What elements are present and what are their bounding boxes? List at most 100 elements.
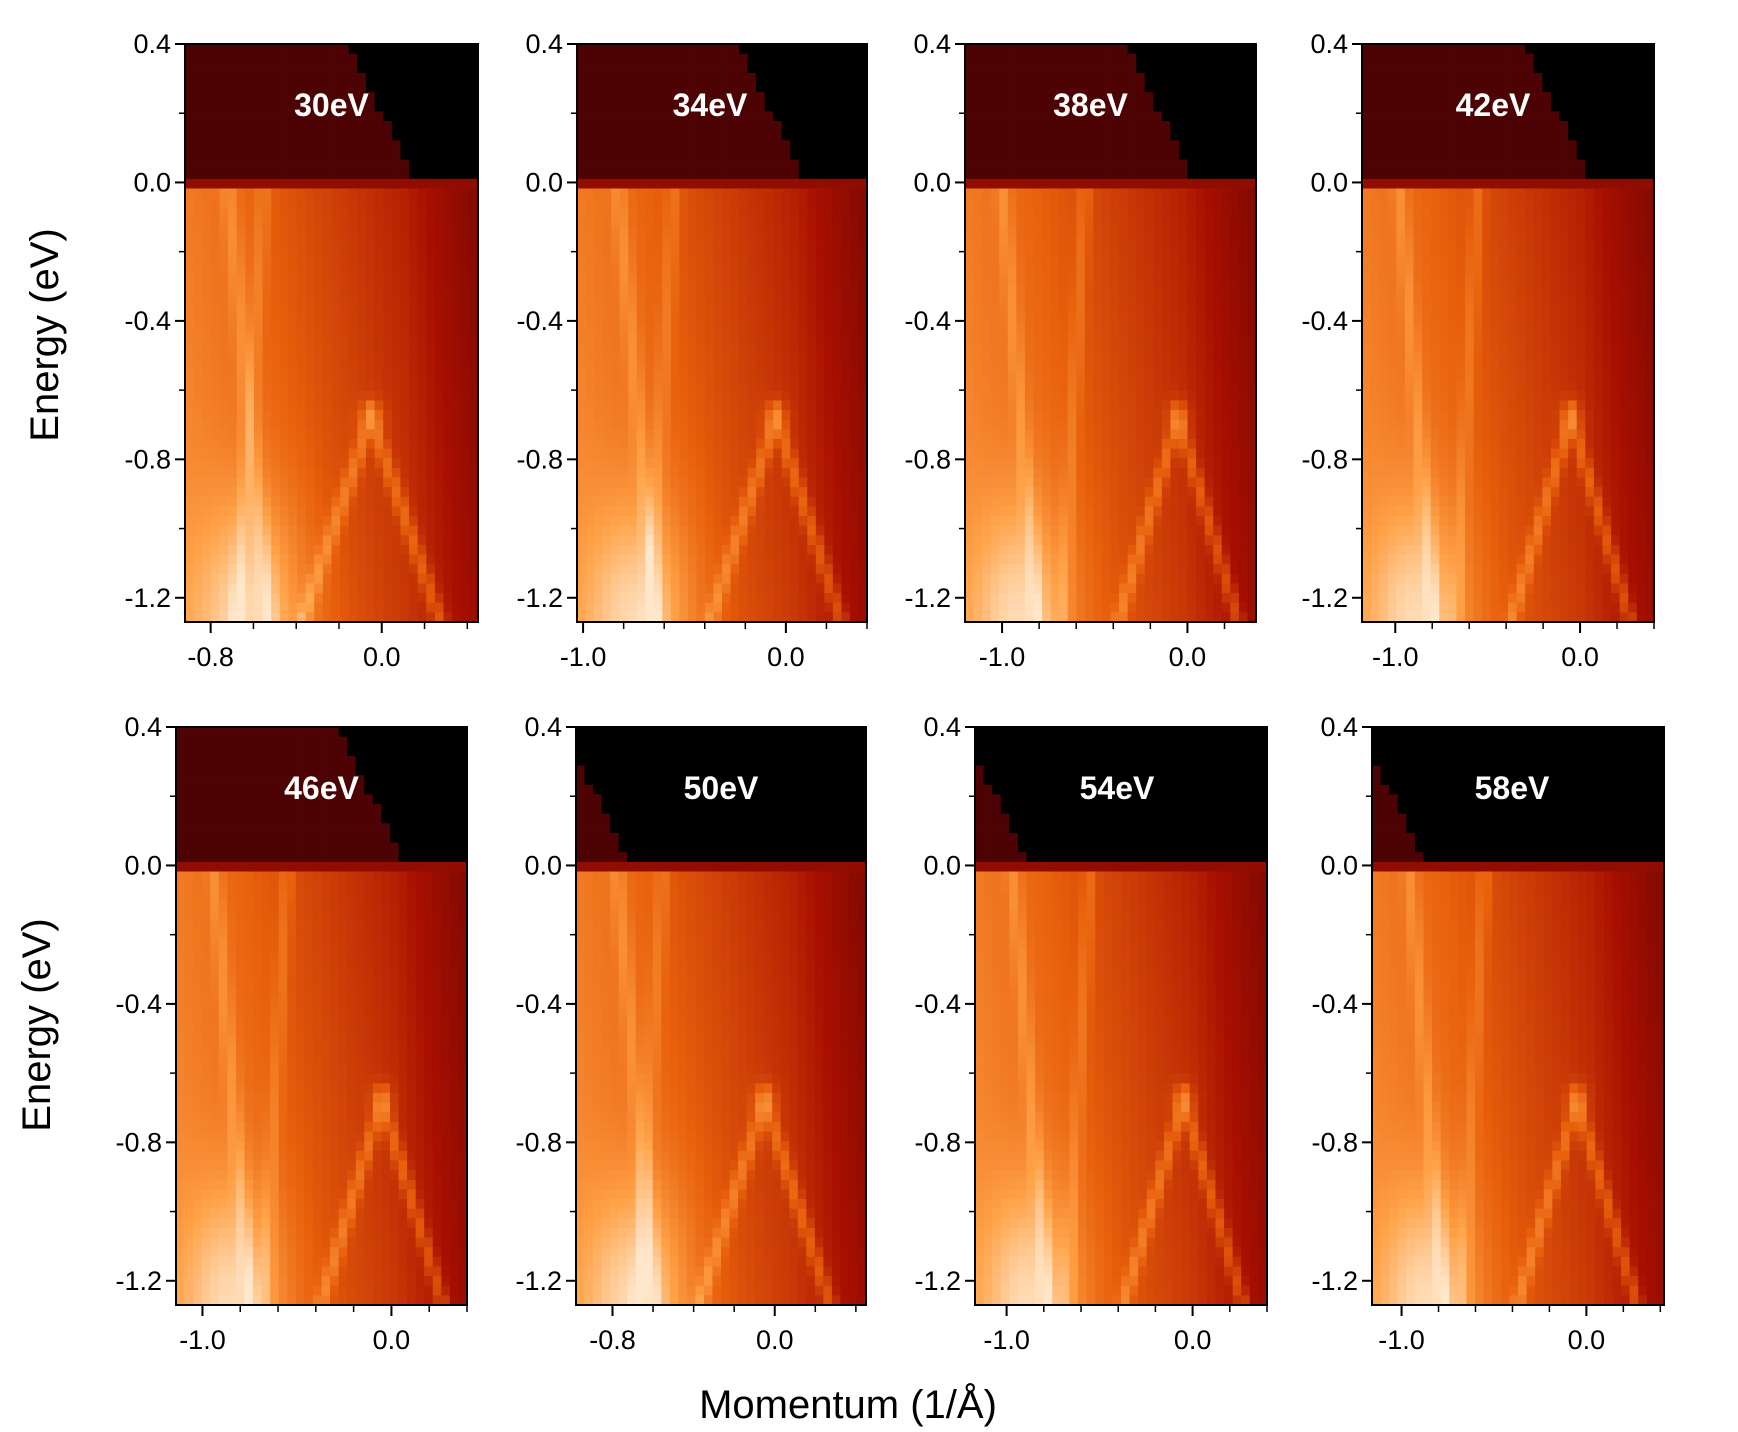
- heatmap-cell: [807, 487, 817, 498]
- heatmap-cell: [594, 554, 604, 565]
- heatmap-cell: [236, 467, 246, 479]
- heatmap-cell: [331, 207, 341, 218]
- heatmap-cell: [322, 573, 333, 585]
- heatmap-cell: [781, 496, 791, 507]
- heatmap-cell: [841, 438, 851, 450]
- heatmap-cell: [807, 381, 817, 392]
- heatmap-cell: [210, 583, 221, 594]
- heatmap-cell: [460, 149, 470, 161]
- heatmap-cell: [262, 101, 272, 113]
- heatmap-cell: [687, 207, 698, 218]
- heatmap-cell: [1204, 44, 1214, 55]
- heatmap-cell: [999, 178, 1009, 190]
- heatmap-cell: [305, 284, 315, 296]
- heatmap-cell: [279, 438, 290, 450]
- heatmap-cell: [409, 169, 419, 180]
- heatmap-cell: [400, 304, 410, 315]
- heatmap-cell: [409, 44, 419, 55]
- heatmap-cell: [279, 53, 290, 64]
- heatmap-cell: [469, 121, 479, 132]
- heatmap-cell: [1016, 178, 1026, 190]
- heatmap-cell: [374, 304, 384, 315]
- heatmap-cell: [594, 496, 604, 507]
- heatmap-cell: [653, 467, 663, 479]
- heatmap-cell: [374, 130, 384, 141]
- heatmap-cell: [340, 400, 350, 411]
- heatmap-cell: [696, 82, 706, 93]
- heatmap-cell: [434, 130, 445, 141]
- heatmap-cell: [279, 149, 290, 161]
- heatmap-cell: [611, 381, 621, 392]
- heatmap-cell: [807, 438, 817, 450]
- heatmap-cell: [781, 583, 791, 594]
- heatmap-cell: [645, 381, 655, 392]
- heatmap-cell: [374, 516, 384, 527]
- heatmap-cell: [773, 217, 783, 228]
- heatmap-cell: [645, 53, 655, 64]
- heatmap-cell: [193, 207, 203, 218]
- heatmap-cell: [314, 525, 324, 536]
- heatmap-cell: [1238, 111, 1249, 122]
- heatmap-cell: [1119, 207, 1129, 218]
- heatmap-cell: [798, 410, 808, 421]
- heatmap-cell: [773, 612, 783, 623]
- heatmap-cell: [460, 400, 470, 411]
- heatmap-cell: [628, 361, 638, 373]
- heatmap-cell: [687, 342, 698, 353]
- heatmap-cell: [193, 101, 203, 113]
- heatmap-cell: [460, 525, 470, 536]
- heatmap-cell: [409, 371, 419, 382]
- heatmap-cell: [469, 92, 479, 103]
- heatmap-cell: [348, 361, 358, 373]
- heatmap-cell: [348, 602, 358, 613]
- heatmap-cell: [687, 506, 698, 517]
- heatmap-cell: [452, 313, 462, 324]
- heatmap-cell: [400, 516, 410, 527]
- heatmap-cell: [288, 554, 298, 565]
- heatmap-cell: [756, 159, 766, 170]
- heatmap-cell: [434, 198, 445, 209]
- heatmap-cell: [965, 72, 975, 84]
- heatmap-cell: [849, 438, 860, 450]
- heatmap-cell: [469, 448, 479, 459]
- heatmap-cell: [730, 101, 740, 113]
- heatmap-cell: [417, 593, 427, 604]
- heatmap-cell: [452, 593, 462, 604]
- heatmap-cell: [781, 400, 791, 411]
- heatmap-cell: [1119, 72, 1129, 84]
- heatmap-cell: [982, 121, 992, 132]
- heatmap-cell: [1196, 101, 1206, 113]
- heatmap-cell: [965, 188, 975, 199]
- heatmap-cell: [696, 333, 706, 344]
- heatmap-cell: [730, 381, 740, 392]
- heatmap-cell: [1144, 169, 1154, 180]
- heatmap-cell: [628, 246, 638, 257]
- heatmap-cell: [305, 448, 315, 459]
- heatmap-cell: [452, 477, 462, 488]
- heatmap-cell: [841, 130, 851, 141]
- heatmap-cell: [331, 198, 341, 209]
- heatmap-cell: [832, 381, 843, 392]
- heatmap-cell: [585, 92, 595, 103]
- heatmap-cell: [365, 255, 376, 267]
- heatmap-cell: [722, 333, 732, 344]
- heatmap-cell: [279, 227, 290, 238]
- heatmap-cell: [722, 294, 732, 305]
- heatmap-cell: [452, 400, 462, 411]
- heatmap-cell: [193, 323, 203, 334]
- heatmap-cell: [305, 371, 315, 382]
- heatmap-cell: [1144, 101, 1154, 113]
- heatmap-cell: [469, 275, 479, 286]
- heatmap-cell: [331, 525, 341, 536]
- heatmap-cell: [1050, 130, 1060, 141]
- heatmap-cell: [764, 429, 774, 440]
- heatmap-cell: [1144, 159, 1154, 170]
- heatmap-cell: [722, 246, 732, 257]
- heatmap-cell: [645, 506, 655, 517]
- heatmap-cell: [383, 149, 393, 161]
- heatmap-cell: [832, 342, 843, 353]
- heatmap-cell: [417, 53, 427, 64]
- heatmap-cell: [434, 467, 445, 479]
- heatmap-cell: [202, 593, 212, 604]
- heatmap-cell: [798, 149, 808, 161]
